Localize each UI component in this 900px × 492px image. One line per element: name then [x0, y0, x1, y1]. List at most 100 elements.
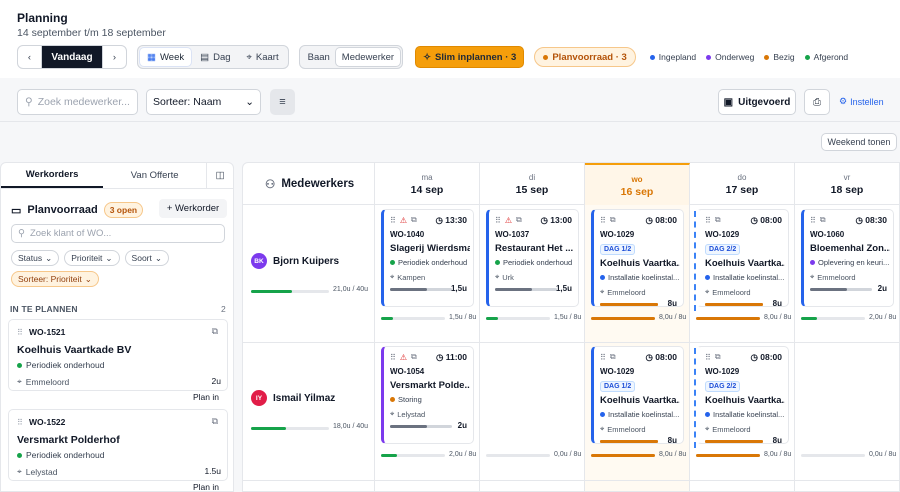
tab-van-offerte[interactable]: Van Offerte: [130, 170, 179, 181]
day-capacity-bar: [591, 454, 655, 457]
user-icon: ⚇: [265, 179, 276, 191]
appointment-card[interactable]: ⠿ ⧉ ◷ 08:00 WO-1029 DAG 2/2 Koelhuis Vaartka.…: [696, 209, 789, 308]
capacity-fill: [591, 317, 655, 320]
appointment-hours: 2u: [457, 421, 467, 430]
employee-load-value: 18,0u / 40u: [333, 423, 369, 430]
drag-handle-icon[interactable]: ⠿: [390, 215, 396, 225]
appointment-type: Oplevering en keuri...: [810, 258, 892, 267]
type-label: Oplevering en keuri...: [818, 258, 890, 267]
external-link-icon[interactable]: ⧉: [411, 352, 417, 361]
drag-handle-icon[interactable]: ⠿: [17, 418, 23, 427]
appointment-name: Koelhuis Vaartka...: [705, 258, 785, 269]
external-link-icon[interactable]: ⧉: [609, 352, 616, 361]
type-dot-icon: [600, 275, 605, 280]
capacity-fill: [591, 454, 655, 457]
type-label: Periodiek onderhoud: [26, 360, 105, 370]
drag-handle-icon[interactable]: ⠿: [705, 352, 711, 362]
appointment-card[interactable]: ⠿ ⚠ ⧉ ◷ 13:30 WO-1040 Slagerij Wierdsma Period…: [381, 209, 474, 307]
appointment-card[interactable]: ⠿ ⧉ ◷ 08:00 WO-1029 DAG 1/2 Koelhuis Vaartka.…: [591, 346, 684, 445]
done-button[interactable]: ▣ Uitgevoerd: [718, 89, 796, 115]
collapse-sidebar-button[interactable]: ◫: [206, 163, 233, 188]
view-map-button[interactable]: ⌖ Kaart: [240, 48, 286, 66]
external-link-icon[interactable]: ⧉: [819, 215, 826, 224]
next-week-button[interactable]: ›: [102, 46, 126, 68]
card-icons: ⠿ ⚠ ⧉: [495, 215, 522, 225]
day-capacity-value: 1,5u / 8u: [554, 314, 582, 321]
drag-handle-icon[interactable]: ⠿: [810, 215, 816, 225]
work-order-hours: 1.5u: [204, 466, 221, 476]
appointment-location: ⌖ Emmeloord: [600, 424, 646, 434]
grid-header: ⚇ Medewerkers ma 14 sep di 15 sep wo 16 sep do 1…: [243, 163, 899, 205]
filter-chips: Status ⌄ Prioriteit ⌄ Soort ⌄: [11, 250, 169, 266]
filter-status[interactable]: Status ⌄: [11, 250, 60, 266]
sort-priority-chip[interactable]: Sorteer: Prioriteit ⌄: [11, 271, 99, 287]
search-placeholder: Zoek medewerker...: [37, 96, 130, 108]
capacity-fill: [381, 317, 394, 320]
tab-werkorders[interactable]: Werkorders: [1, 163, 104, 188]
mode-baan-button[interactable]: Baan: [307, 51, 330, 63]
search-icon: ⚲: [25, 96, 33, 108]
external-link-icon[interactable]: ⧉: [714, 215, 721, 224]
drag-handle-icon[interactable]: ⠿: [600, 352, 606, 362]
drag-handle-icon[interactable]: ⠿: [390, 352, 396, 362]
drag-handle-icon[interactable]: ⠿: [600, 215, 606, 225]
load-fill: [251, 427, 287, 430]
external-link-icon[interactable]: ⧉: [211, 416, 218, 426]
external-link-icon[interactable]: ⧉: [411, 215, 417, 224]
filter-prioriteit[interactable]: Prioriteit ⌄: [64, 250, 120, 266]
appointment-progress: [705, 303, 763, 306]
warning-icon: ⚠: [504, 215, 513, 225]
employee-name: IY Ismail Yilmaz: [251, 390, 335, 406]
external-link-icon[interactable]: ⧉: [714, 352, 721, 361]
drag-handle-icon[interactable]: ⠿: [495, 215, 501, 225]
external-link-icon[interactable]: ⧉: [609, 215, 616, 224]
chevron-down-icon: ⌄: [105, 252, 113, 263]
plan-in-button[interactable]: Plan in: [193, 392, 219, 402]
external-link-icon[interactable]: ⧉: [211, 326, 218, 336]
drag-handle-icon[interactable]: ⠿: [17, 328, 23, 337]
map-pin-icon: ⌖: [17, 466, 22, 476]
filter-soort[interactable]: Soort ⌄: [124, 250, 169, 266]
print-button[interactable]: ⎙: [804, 89, 830, 115]
employee-search-input[interactable]: ⚲ Zoek medewerker...: [17, 89, 138, 115]
appointment-card[interactable]: ⠿ ⧉ ◷ 08:00 WO-1029 DAG 1/2 Koelhuis Vaartka.…: [591, 209, 684, 308]
mode-medewerker-button[interactable]: Medewerker: [335, 48, 401, 66]
type-label: Installatie koelinstal...: [608, 273, 680, 282]
menu-icon: ≡: [279, 96, 286, 108]
mode-switcher: Baan Medewerker: [298, 45, 404, 69]
add-work-order-button[interactable]: + Werkorder: [159, 199, 227, 218]
work-order-card[interactable]: ⠿ WO-1522 ⧉ Versmarkt Polderhof Periodie…: [8, 409, 228, 481]
progress-fill: [600, 303, 658, 306]
prev-week-button[interactable]: ‹: [18, 46, 42, 68]
planvoorraad-badge[interactable]: Planvoorraad · 3: [534, 47, 636, 67]
work-order-search-input[interactable]: ⚲ Zoek klant of WO...: [11, 224, 225, 243]
appointment-card[interactable]: ⠿ ⧉ ◷ 08:00 WO-1029 DAG 2/2 Koelhuis Vaartka.…: [696, 346, 789, 445]
search-icon: ⚲: [18, 228, 25, 239]
type-dot-icon: [810, 260, 815, 265]
external-link-icon[interactable]: ⧉: [516, 215, 522, 224]
day-header-wo: wo 16 sep: [585, 163, 690, 205]
drag-handle-icon[interactable]: ⠿: [705, 215, 711, 225]
work-order-number: WO-1060: [810, 230, 845, 239]
today-button[interactable]: Vandaag: [42, 46, 102, 68]
smart-schedule-button[interactable]: ✧ Slim inplannen · 3: [415, 46, 525, 68]
map-pin-icon: ⌖: [495, 272, 500, 281]
day-header-di: di 15 sep: [480, 163, 585, 205]
chevron-down-icon: ⌄: [245, 96, 254, 108]
show-weekend-button[interactable]: Weekend tonen: [821, 133, 897, 151]
appointment-card[interactable]: ⠿ ⚠ ⧉ ◷ 13:00 WO-1037 Restaurant Het ... Perio…: [486, 209, 579, 307]
plan-in-button[interactable]: Plan in: [193, 482, 219, 492]
appointment-card[interactable]: ⠿ ⧉ ◷ 08:30 WO-1060 Bloemenhal Zon... Oplever…: [801, 209, 894, 307]
view-day-button[interactable]: ▤ Dag: [193, 48, 237, 66]
settings-button[interactable]: ⚙ Instellen: [839, 96, 884, 107]
appointment-card[interactable]: ⠿ ⚠ ⧉ ◷ 11:00 WO-1054 Versmarkt Polde... Stori…: [381, 346, 474, 444]
view-week-button[interactable]: ▦ Week: [140, 48, 192, 66]
type-dot-icon: [390, 397, 395, 402]
controls-bar: ⚲ Zoek medewerker... Sorteer: Naam ⌄ ≡ ▣ Ui…: [0, 78, 900, 122]
sort-select[interactable]: Sorteer: Naam ⌄: [146, 89, 261, 115]
capacity-fill: [696, 454, 760, 457]
work-order-card[interactable]: ⠿ WO-1521 ⧉ Koelhuis Vaartkade BV Period…: [8, 319, 228, 391]
menu-button[interactable]: ≡: [270, 89, 295, 115]
card-icons: ⠿ ⧉: [705, 215, 721, 225]
location-label: Urk: [502, 272, 514, 282]
